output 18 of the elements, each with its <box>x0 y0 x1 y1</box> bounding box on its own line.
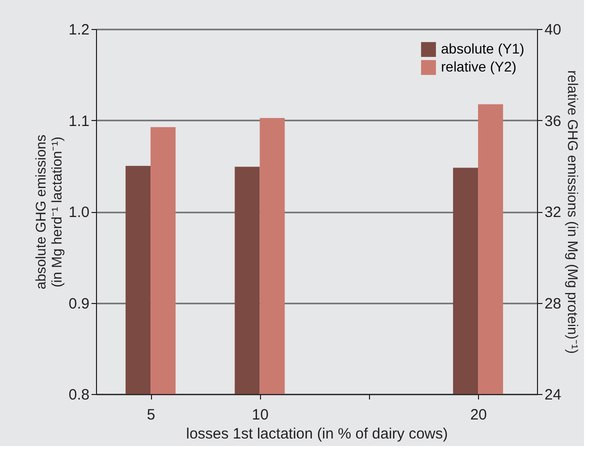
y2-tick-label: 40 <box>544 22 562 38</box>
y-tick-label: 1.2 <box>68 22 90 38</box>
y2-axis-title: relative GHG emissions (in Mg (Mg protein)⁻¹) <box>565 70 582 354</box>
y2-tick-label: 28 <box>544 295 562 312</box>
y-tick-label: 0.8 <box>68 386 90 404</box>
y-tick-label: 1.1 <box>68 112 90 130</box>
y-tick-label: 0.9 <box>68 295 90 312</box>
x-tick-label: 20 <box>470 406 487 424</box>
y-axis-title: absolute GHG emissions (in Mg herd⁻¹ lactation⁻¹) <box>32 134 65 290</box>
y2-tick-label: 36 <box>544 112 562 130</box>
y2-tick-label: 32 <box>544 204 562 221</box>
legend-label: absolute (Y1) <box>441 40 524 56</box>
x-tick-label: 5 <box>146 406 156 424</box>
x-axis-title: losses 1st lactation (in % of dairy cows) <box>186 426 448 442</box>
y2-tick-label: 24 <box>544 386 562 404</box>
legend-label: relative (Y2) <box>441 58 516 74</box>
x-tick-label: 10 <box>252 406 269 424</box>
y-tick-label: 1.0 <box>68 204 90 221</box>
